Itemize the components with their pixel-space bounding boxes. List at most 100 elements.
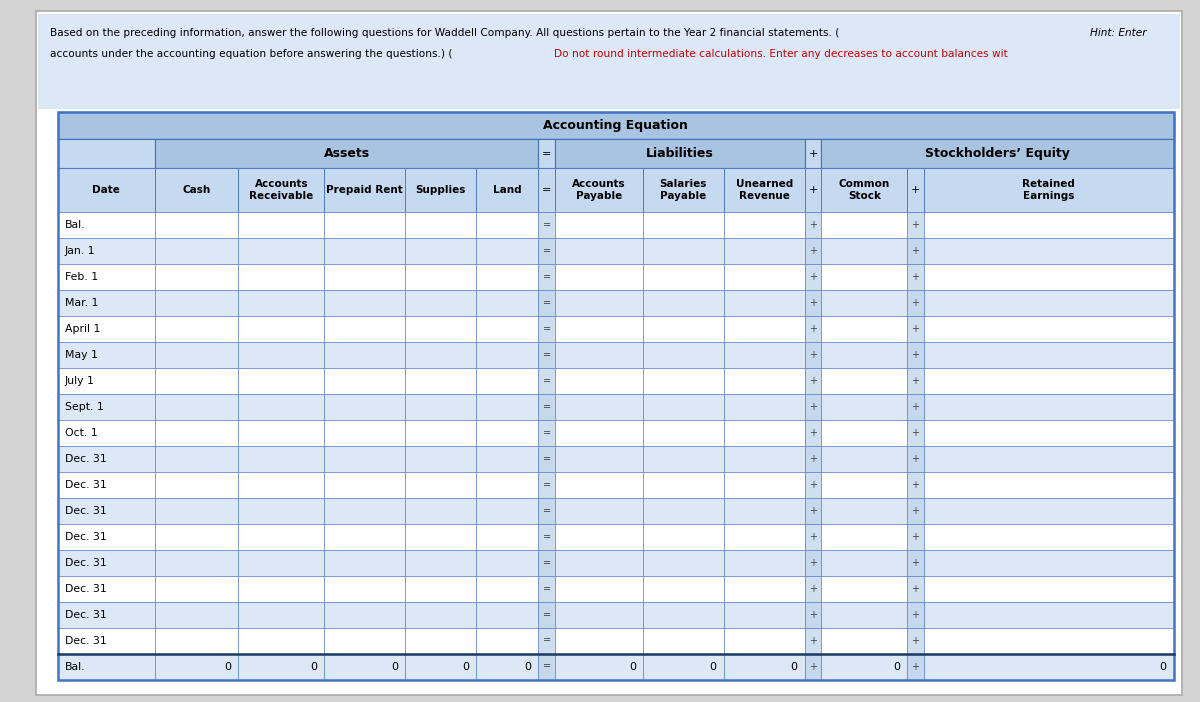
Text: Salaries
Payable: Salaries Payable [660,179,707,201]
Bar [924,316,1174,342]
Bar [907,238,924,264]
Bar [476,524,539,550]
Bar [554,628,643,654]
Text: 0: 0 [224,661,232,672]
Bar [643,550,724,576]
Bar [924,628,1174,654]
Text: 0: 0 [629,661,636,672]
Bar [643,576,724,602]
Bar [805,628,822,654]
Bar [554,316,643,342]
Bar [539,524,554,550]
Bar [324,602,406,628]
Bar [907,498,924,524]
Bar [554,576,643,602]
Bar [539,290,554,316]
Bar [476,368,539,394]
Bar [554,212,643,238]
Text: +: + [809,661,817,672]
Text: Retained
Earnings: Retained Earnings [1022,179,1075,201]
Bar [406,290,476,316]
Text: Dec. 31: Dec. 31 [65,479,107,490]
Bar [554,420,643,446]
Bar [554,264,643,290]
Bar [476,290,539,316]
Bar [155,498,239,524]
Bar [239,168,324,212]
Text: +: + [912,376,919,386]
Bar [643,472,724,498]
Text: +: + [912,246,919,256]
Bar [907,264,924,290]
Bar [239,654,324,680]
Bar [324,576,406,602]
Bar [324,168,406,212]
Bar [58,139,155,168]
Bar [324,264,406,290]
Bar [924,524,1174,550]
Bar [822,446,907,472]
Text: Based on the preceding information, answer the following questions for Waddell C: Based on the preceding information, answ… [50,28,840,38]
Bar [155,368,239,394]
Text: Hint: Enter: Hint: Enter [1091,28,1147,38]
Bar [476,420,539,446]
Bar [724,550,805,576]
Text: +: + [912,479,919,490]
Bar [924,654,1174,680]
Bar [924,212,1174,238]
Bar [643,342,724,368]
Bar [406,576,476,602]
Text: =: = [542,479,551,490]
Bar [907,316,924,342]
Bar [406,446,476,472]
Text: +: + [809,185,817,195]
Text: Dec. 31: Dec. 31 [65,635,107,646]
Text: +: + [809,324,817,334]
Bar [554,446,643,472]
Bar [822,420,907,446]
Bar [539,446,554,472]
Bar [239,498,324,524]
Bar [907,446,924,472]
Text: +: + [809,428,817,438]
Text: =: = [542,402,551,412]
Bar [643,524,724,550]
Bar [554,550,643,576]
Bar [643,316,724,342]
Text: Feb. 1: Feb. 1 [65,272,98,282]
Bar [643,394,724,420]
Text: Land: Land [493,185,522,195]
Text: +: + [912,531,919,542]
Bar [324,550,406,576]
Bar [724,316,805,342]
Bar [907,654,924,680]
Bar [58,498,155,524]
Bar [924,420,1174,446]
Text: +: + [912,350,919,360]
Bar [554,368,643,394]
Text: +: + [809,635,817,646]
Text: =: = [542,298,551,308]
Text: Supplies: Supplies [415,185,466,195]
Bar [324,290,406,316]
Bar [239,290,324,316]
Bar [643,420,724,446]
Bar [155,524,239,550]
Bar [539,212,554,238]
Bar [406,316,476,342]
Bar [643,290,724,316]
Text: +: + [912,583,919,594]
Text: +: + [809,350,817,360]
Bar [554,290,643,316]
Text: Liabilities: Liabilities [646,147,714,160]
Bar [724,446,805,472]
Bar [724,264,805,290]
Bar [643,628,724,654]
Bar [822,524,907,550]
Bar [554,139,805,168]
Bar [924,238,1174,264]
Bar [155,628,239,654]
Bar [155,168,239,212]
Bar [822,290,907,316]
Bar [924,498,1174,524]
